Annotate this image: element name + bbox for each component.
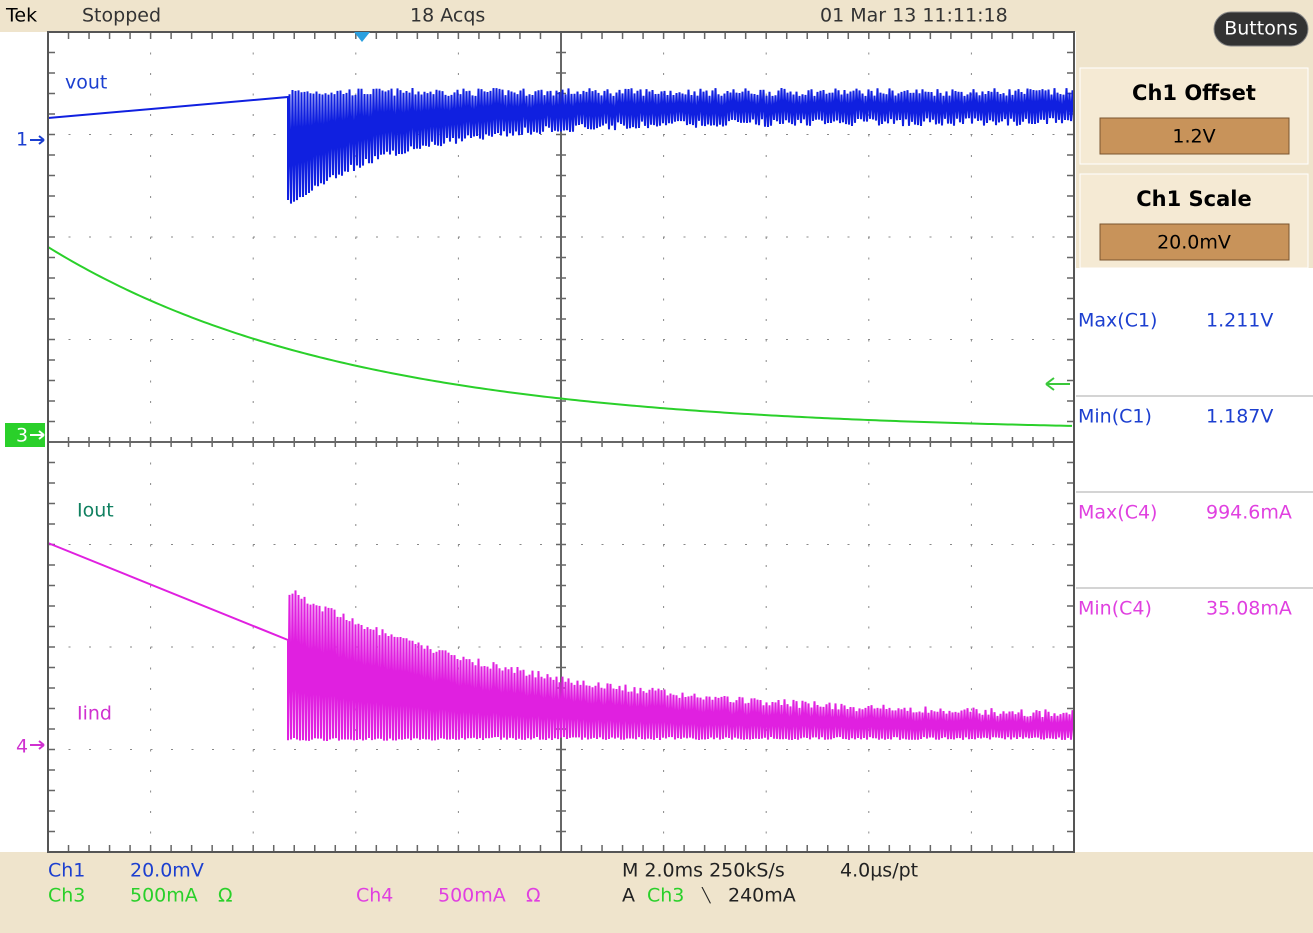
measurements: Max(C1) 1.211V Min(C1) 1.187V Max(C4) 994.6mA… [1076, 310, 1313, 620]
acquisitions: 18 Acqs [410, 5, 485, 27]
status: Stopped [82, 5, 161, 27]
waveforms [47, 87, 1075, 741]
measurement-value: 1.187V [1206, 406, 1273, 428]
setting-value[interactable]: 1.2V [1172, 126, 1215, 148]
buttons-label[interactable]: Buttons [1224, 18, 1298, 40]
channel-scale: 20.0mV [130, 860, 204, 882]
trigger-slope: ╲ [701, 887, 712, 904]
trigger-position [354, 32, 370, 42]
setting-field[interactable] [1099, 223, 1290, 261]
resolution: 4.0µs/pt [840, 860, 918, 882]
channel-coupling: Ω [526, 885, 541, 907]
measurement-label: Min(C4) [1078, 598, 1152, 620]
channel-marker: 1 [16, 129, 28, 151]
trace-label: Iout [77, 500, 114, 522]
trigger-level [1045, 377, 1070, 391]
channel-scale: 500mA [438, 885, 506, 907]
channel-name: Ch3 [48, 885, 85, 907]
measurement-value: 35.08mA [1206, 598, 1292, 620]
measurement-value: 1.211V [1206, 310, 1273, 332]
trigger-mode: A [622, 885, 635, 907]
marker-arrow [30, 135, 45, 145]
measurement-label: Max(C4) [1078, 502, 1157, 524]
measurement-label: Min(C1) [1078, 406, 1152, 428]
trigger-source: Ch3 [647, 885, 684, 907]
brand-box [0, 0, 48, 32]
timebase: M 2.0ms 250kS/s [622, 860, 785, 882]
trace-label: vout [65, 72, 107, 94]
trace-label: Iind [77, 703, 112, 725]
trace-ch4 [47, 542, 1075, 741]
channel-coupling: Ω [218, 885, 233, 907]
measurement-value: 994.6mA [1206, 502, 1292, 524]
setting-field[interactable] [1099, 117, 1290, 155]
marker-arrow [30, 430, 45, 440]
trace-ch1 [47, 87, 1075, 204]
trigger-level-value: 240mA [728, 885, 796, 907]
setting-label: Ch1 Scale [1136, 187, 1251, 211]
timestamp: 01 Mar 13 11:11:18 [820, 5, 1008, 27]
footer-bar [0, 852, 1313, 933]
channel-marker: 3 [16, 425, 28, 447]
channel-name: Ch4 [356, 885, 393, 907]
marker-arrow [30, 740, 45, 750]
buttons-button[interactable] [1213, 11, 1309, 47]
brand: Tek [5, 5, 37, 27]
trace-ch3 [47, 246, 1073, 427]
channel-name: Ch1 [48, 860, 85, 882]
channel-scale: 500mA [130, 885, 198, 907]
measurement-label: Max(C1) [1078, 310, 1157, 332]
graticule-border [47, 31, 1075, 853]
setting-value[interactable]: 20.0mV [1157, 232, 1231, 254]
setting-label: Ch1 Offset [1132, 81, 1256, 105]
channel-marker: 4 [16, 736, 28, 758]
